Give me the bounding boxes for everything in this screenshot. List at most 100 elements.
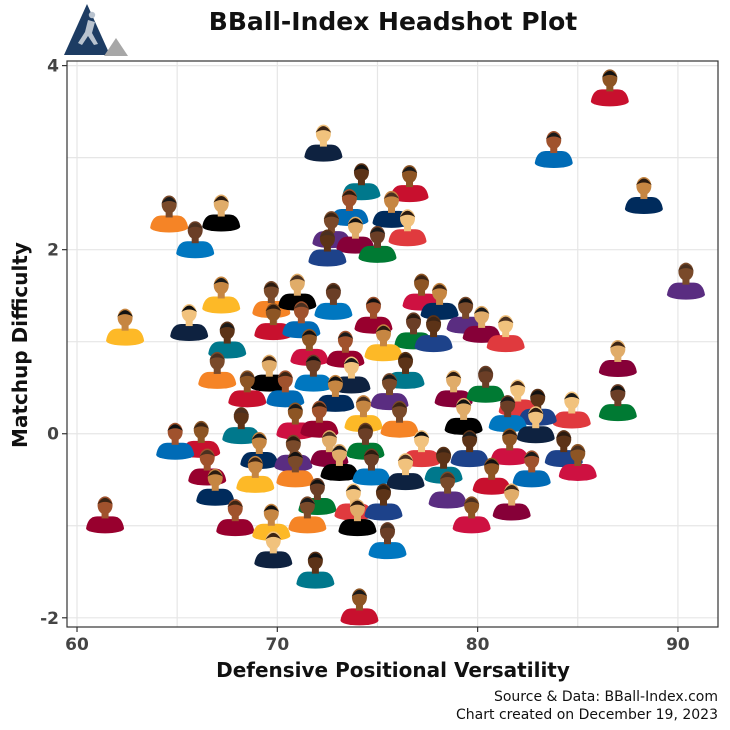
neck-shape [450, 385, 458, 393]
hair-shape [383, 192, 400, 199]
jersey-shape [296, 571, 335, 589]
neck-shape [291, 465, 299, 473]
hair-shape [347, 218, 364, 225]
hair-shape [325, 284, 342, 291]
jersey-shape [202, 214, 241, 232]
axis-ticks: 60 70 80 90 -2 0 2 4 [40, 57, 690, 655]
neck-shape [359, 410, 367, 418]
hair-shape [435, 448, 452, 455]
neck-shape [367, 463, 375, 471]
jersey-shape [236, 475, 275, 493]
hair-shape [305, 356, 322, 363]
player-headshot [208, 321, 247, 359]
player-headshot [388, 209, 427, 247]
hair-shape [341, 190, 358, 198]
hair-shape [399, 210, 416, 218]
neck-shape [347, 371, 355, 379]
hair-shape [413, 431, 430, 439]
player-headshot [490, 428, 529, 466]
hair-shape [473, 307, 490, 314]
jersey-shape [388, 229, 427, 247]
x-axis-title: Defensive Positional Versatility [216, 658, 570, 682]
hair-shape [569, 445, 586, 452]
jersey-shape [338, 519, 377, 537]
jersey-shape [492, 503, 531, 521]
neck-shape [402, 366, 410, 374]
hair-shape [319, 231, 336, 238]
bball-index-logo [64, 4, 128, 56]
hair-shape [315, 126, 332, 133]
hair-shape [309, 479, 326, 486]
neck-shape [418, 445, 426, 453]
player-headshot [236, 455, 275, 493]
player-headshot [486, 315, 525, 353]
hair-shape [369, 227, 386, 234]
jersey-shape [534, 151, 573, 169]
jersey-shape [314, 302, 353, 320]
jersey-shape [490, 448, 529, 466]
hair-shape [187, 222, 203, 230]
player-headshot [358, 225, 397, 263]
neck-shape [351, 231, 359, 239]
hair-shape [497, 316, 514, 324]
hair-shape [678, 264, 694, 271]
hair-shape [287, 404, 304, 411]
player-headshot [228, 370, 267, 408]
y-axis-title: Matchup Difficulty [8, 242, 32, 448]
hair-shape [391, 402, 408, 409]
jersey-shape [452, 516, 491, 534]
neck-shape [550, 146, 558, 154]
headshot-points [86, 69, 705, 626]
neck-shape [319, 139, 327, 147]
hair-shape [227, 500, 244, 508]
hair-shape [247, 457, 264, 464]
jersey-shape [170, 324, 209, 342]
neck-shape [331, 389, 339, 397]
hair-shape [219, 323, 236, 330]
hair-shape [503, 485, 520, 492]
hair-shape [307, 553, 324, 560]
player-headshot [558, 443, 597, 481]
neck-shape [267, 518, 275, 526]
neck-shape [341, 345, 349, 353]
player-headshot [326, 330, 365, 368]
neck-shape [185, 319, 193, 327]
hair-shape [636, 178, 652, 186]
jersey-shape [222, 427, 261, 445]
hair-shape [287, 451, 304, 459]
player-headshot [294, 354, 333, 392]
player-headshot [222, 407, 261, 445]
hair-shape [483, 459, 500, 466]
hair-shape [375, 485, 392, 492]
player-headshot [106, 308, 145, 346]
hair-shape [289, 275, 306, 282]
neck-shape [325, 445, 333, 453]
jersey-shape [472, 477, 511, 495]
player-headshot [150, 195, 189, 233]
hair-shape [277, 371, 294, 379]
neck-shape [383, 537, 391, 545]
chart-title: BBall-Index Headshot Plot [209, 7, 577, 36]
neck-shape [478, 320, 486, 328]
neck-shape [462, 311, 470, 319]
jersey-shape [552, 411, 591, 429]
neck-shape [353, 514, 361, 522]
hair-shape [610, 341, 626, 348]
jersey-shape [444, 417, 483, 435]
neck-shape [468, 511, 476, 519]
hair-shape [263, 282, 280, 290]
y-tick-label: -2 [40, 609, 59, 629]
hair-shape [199, 450, 216, 457]
player-headshot [352, 448, 391, 486]
hair-shape [343, 358, 360, 365]
x-tick-label: 70 [265, 635, 289, 655]
jersey-shape [488, 415, 527, 433]
player-headshot [552, 391, 591, 429]
hair-shape [265, 532, 282, 540]
jersey-shape [386, 473, 425, 491]
jersey-shape [598, 359, 637, 377]
neck-shape [203, 463, 211, 471]
neck-shape [269, 546, 277, 554]
neck-shape [369, 311, 377, 319]
neck-shape [315, 415, 323, 423]
